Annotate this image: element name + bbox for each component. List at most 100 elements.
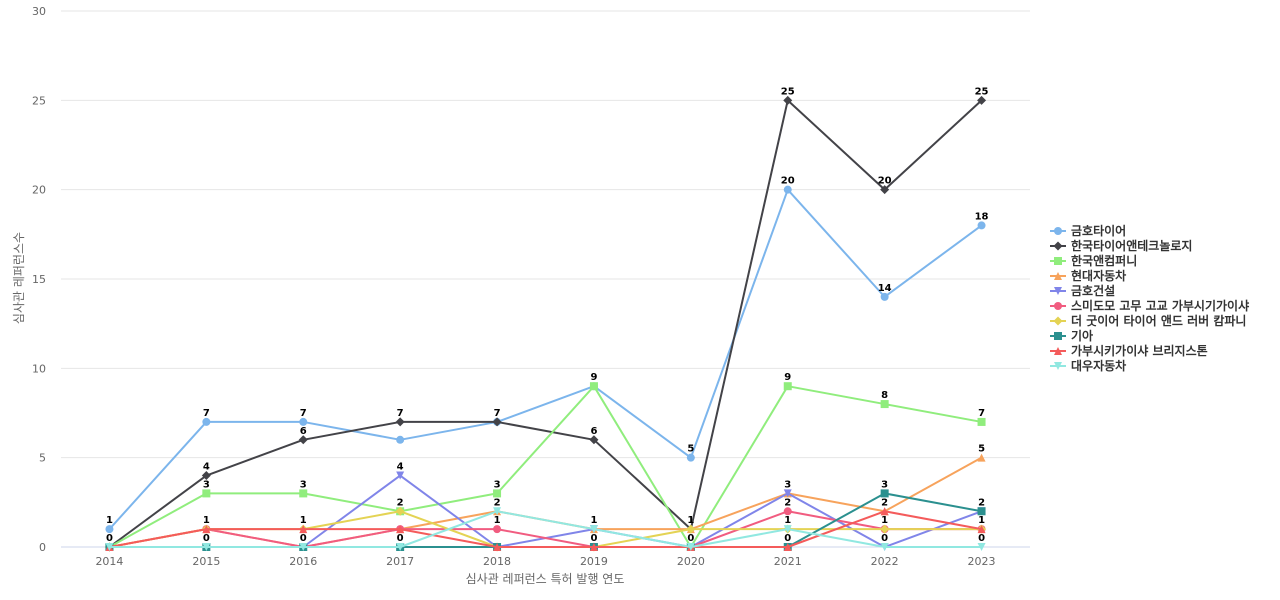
legend-marker (1054, 332, 1062, 340)
legend-item[interactable]: 대우자동차 (1050, 358, 1126, 373)
series-line (109, 456, 983, 548)
data-point (396, 525, 405, 534)
data-point (686, 453, 695, 462)
data-label: 1 (203, 515, 210, 526)
data-point (880, 185, 890, 195)
x-tick-label: 2019 (580, 555, 608, 568)
data-label: 9 (784, 372, 791, 383)
legend-label: 금호건설 (1071, 283, 1115, 298)
data-label: 25 (781, 86, 795, 97)
legend-item[interactable]: 가부시키가이샤 브리지스톤 (1050, 343, 1208, 358)
legend-item[interactable]: 더 굿이어 타이어 앤드 러버 캄파니 (1050, 313, 1246, 328)
data-label: 1 (978, 515, 985, 526)
data-label: 3 (203, 479, 210, 490)
data-label: 7 (397, 408, 404, 419)
data-label: 2 (784, 497, 791, 508)
data-point (493, 543, 502, 551)
data-label: 0 (203, 533, 210, 544)
y-tick-label: 30 (32, 5, 46, 18)
legend-item[interactable]: 금호건설 (1050, 283, 1115, 298)
data-label: 1 (590, 515, 597, 526)
legend-item[interactable]: 한국앤컴퍼니 (1050, 253, 1137, 268)
y-tick-label: 10 (32, 362, 46, 375)
data-label: 0 (590, 533, 597, 544)
data-label: 3 (494, 479, 501, 490)
series-2 (104, 95, 987, 552)
data-label: 25 (975, 86, 989, 97)
data-point (977, 525, 986, 534)
data-point (299, 417, 308, 426)
data-point (105, 525, 114, 534)
data-point (880, 524, 890, 534)
x-tick-label: 2023 (968, 555, 996, 568)
y-axis-title: 심사관 레퍼런스수 (12, 232, 26, 324)
data-label: 0 (881, 533, 888, 544)
legend-item[interactable]: 스미도모 고무 고교 가부시기가이샤 (1050, 298, 1249, 313)
data-label: 2 (881, 497, 888, 508)
data-point (686, 524, 696, 534)
data-point (396, 471, 405, 480)
data-label: 7 (978, 408, 985, 419)
data-point (202, 489, 211, 498)
data-point (977, 507, 986, 516)
data-point (783, 95, 793, 105)
y-tick-label: 25 (32, 94, 46, 107)
data-point (686, 543, 695, 551)
series-line (108, 99, 983, 548)
data-label: 6 (590, 426, 597, 437)
data-point (105, 543, 114, 551)
data-point (977, 221, 986, 230)
data-label: 5 (687, 444, 694, 455)
x-axis-title: 심사관 레퍼런스 특허 발행 연도 (466, 571, 625, 586)
y-axis-ticks: 0 5 10 15 20 25 30 (32, 5, 46, 554)
data-point (783, 543, 792, 551)
data-point (589, 435, 599, 445)
legend-marker (1054, 362, 1062, 370)
data-point (396, 435, 405, 444)
data-label: 7 (300, 408, 307, 419)
x-tick-label: 2017 (386, 555, 414, 568)
data-label: 18 (975, 211, 989, 222)
x-tick-label: 2021 (774, 555, 802, 568)
legend-label: 금호타이어 (1071, 223, 1126, 238)
data-point (395, 417, 405, 427)
data-point (395, 506, 405, 516)
data-point (783, 507, 792, 516)
series-lines (104, 95, 987, 552)
data-label: 14 (878, 283, 892, 294)
data-point (880, 400, 889, 409)
legend-label: 한국타이어앤테크놀로지 (1071, 238, 1192, 253)
series-line (109, 510, 982, 548)
series-4 (105, 453, 986, 551)
series-10 (105, 507, 986, 551)
legend-marker (1054, 287, 1062, 295)
series-3 (105, 382, 986, 551)
data-point (492, 417, 502, 427)
data-label: 1 (687, 515, 694, 526)
data-point (880, 543, 889, 551)
data-point (493, 525, 502, 534)
data-label: 1 (106, 515, 113, 526)
legend-label: 대우자동차 (1071, 358, 1126, 373)
legend-item[interactable]: 현대자동차 (1050, 268, 1126, 283)
data-label: 2 (494, 497, 501, 508)
data-point (202, 543, 211, 551)
legend-label: 기아 (1071, 328, 1093, 343)
legend-marker (1054, 272, 1062, 280)
series-1 (105, 185, 986, 534)
data-label: 1 (300, 515, 307, 526)
data-point (202, 417, 211, 426)
data-label: 4 (397, 462, 404, 473)
data-point (977, 95, 987, 105)
data-label: 2 (978, 497, 985, 508)
legend-label: 더 굿이어 타이어 앤드 러버 캄파니 (1071, 313, 1246, 328)
legend-item[interactable]: 기아 (1050, 328, 1093, 343)
x-axis-ticks: 2014 2015 2016 2017 2018 2019 2020 2021 2022 2023 (95, 555, 995, 568)
series-line (108, 188, 983, 530)
x-tick-label: 2022 (871, 555, 899, 568)
data-label: 5 (978, 444, 985, 455)
legend-item[interactable]: 한국타이어앤테크놀로지 (1050, 238, 1192, 253)
legend-item[interactable]: 금호타이어 (1050, 223, 1126, 238)
